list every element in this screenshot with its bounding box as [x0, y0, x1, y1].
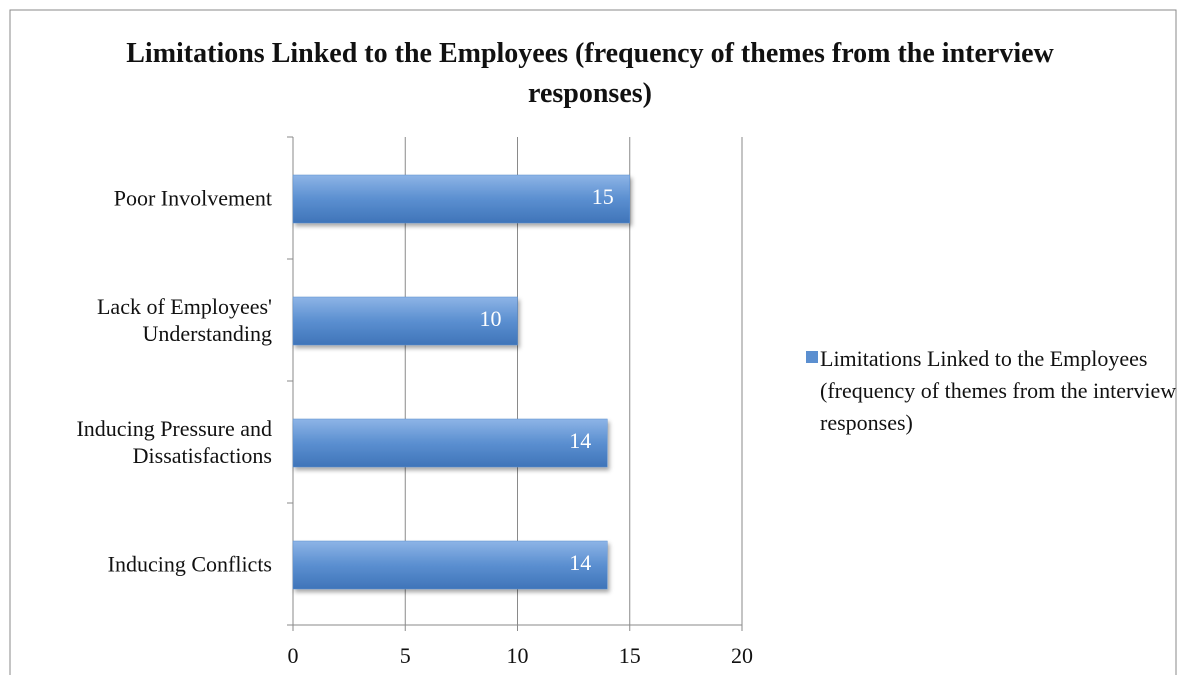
bar: [292, 296, 518, 346]
legend-swatch: [806, 351, 818, 363]
data-label: 14: [569, 550, 591, 575]
x-tick-label: 20: [731, 643, 753, 668]
legend-label: Limitations Linked to the Employees (fre…: [820, 346, 1177, 435]
chart-title: Limitations Linked to the Employees (fre…: [126, 38, 1054, 109]
y-tick-label: Poor Involvement: [113, 185, 272, 211]
x-tick-label: 0: [288, 643, 299, 668]
bar: [292, 418, 608, 468]
data-label: 14: [569, 428, 591, 453]
y-tick-label: Inducing Conflicts: [107, 551, 272, 577]
y-tick-label: Inducing Pressure and Dissatisfactions: [76, 416, 272, 468]
x-tick-label: 10: [507, 643, 529, 668]
y-tick-label: Lack of Employees' Understanding: [96, 294, 272, 346]
x-tick-label: 15: [619, 643, 641, 668]
bar: [292, 174, 630, 224]
bar: [292, 540, 608, 590]
chart-border: [9, 9, 1177, 675]
data-label: 15: [592, 184, 614, 209]
data-label: 10: [480, 306, 502, 331]
x-tick-label: 5: [400, 643, 411, 668]
